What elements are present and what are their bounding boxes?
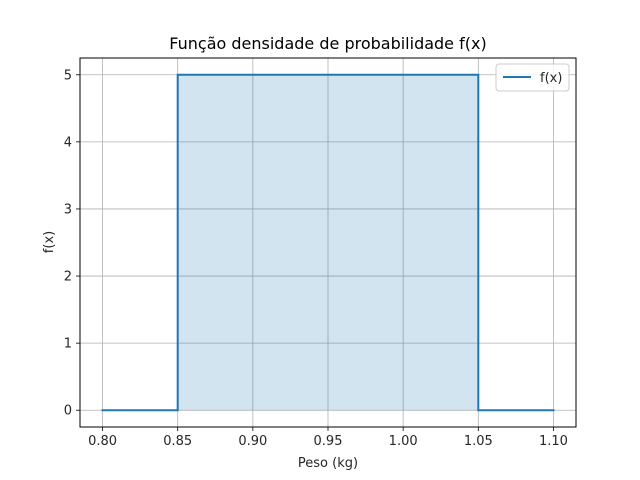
legend: f(x)	[495, 63, 570, 92]
series-fill-area	[177, 74, 479, 411]
y-tick-label: 1	[64, 337, 72, 352]
x-tick-label: 1.05	[464, 434, 493, 449]
legend-label: f(x)	[540, 71, 562, 86]
plot-area: 0.80 0.85 0.90 0.95 1.00 1.05 1.10 0 1 2 3 4 5	[64, 57, 577, 449]
y-tick-label: 5	[64, 68, 72, 83]
y-tick-label: 0	[64, 404, 72, 419]
y-ticks: 0 1 2 3 4 5	[64, 68, 80, 419]
y-tick-label: 3	[64, 202, 72, 217]
series-line	[101, 73, 555, 412]
fill-layer	[177, 74, 479, 411]
y-tick-label: 2	[64, 270, 72, 285]
chart-title: Função densidade de probabilidade f(x)	[169, 34, 486, 53]
x-tick-label: 1.10	[539, 434, 568, 449]
legend-frame	[495, 63, 570, 92]
x-tick-label: 0.95	[314, 434, 343, 449]
y-tick-label: 4	[64, 135, 72, 150]
x-tick-label: 0.85	[163, 434, 192, 449]
y-axis-label: f(x)	[42, 231, 57, 253]
x-tick-label: 0.90	[238, 434, 267, 449]
x-axis-label: Peso (kg)	[298, 456, 358, 471]
x-tick-label: 1.00	[389, 434, 418, 449]
x-tick-label: 0.80	[88, 434, 117, 449]
lines	[101, 73, 555, 412]
x-ticks: 0.80 0.85 0.90 0.95 1.00 1.05 1.10	[88, 427, 568, 449]
